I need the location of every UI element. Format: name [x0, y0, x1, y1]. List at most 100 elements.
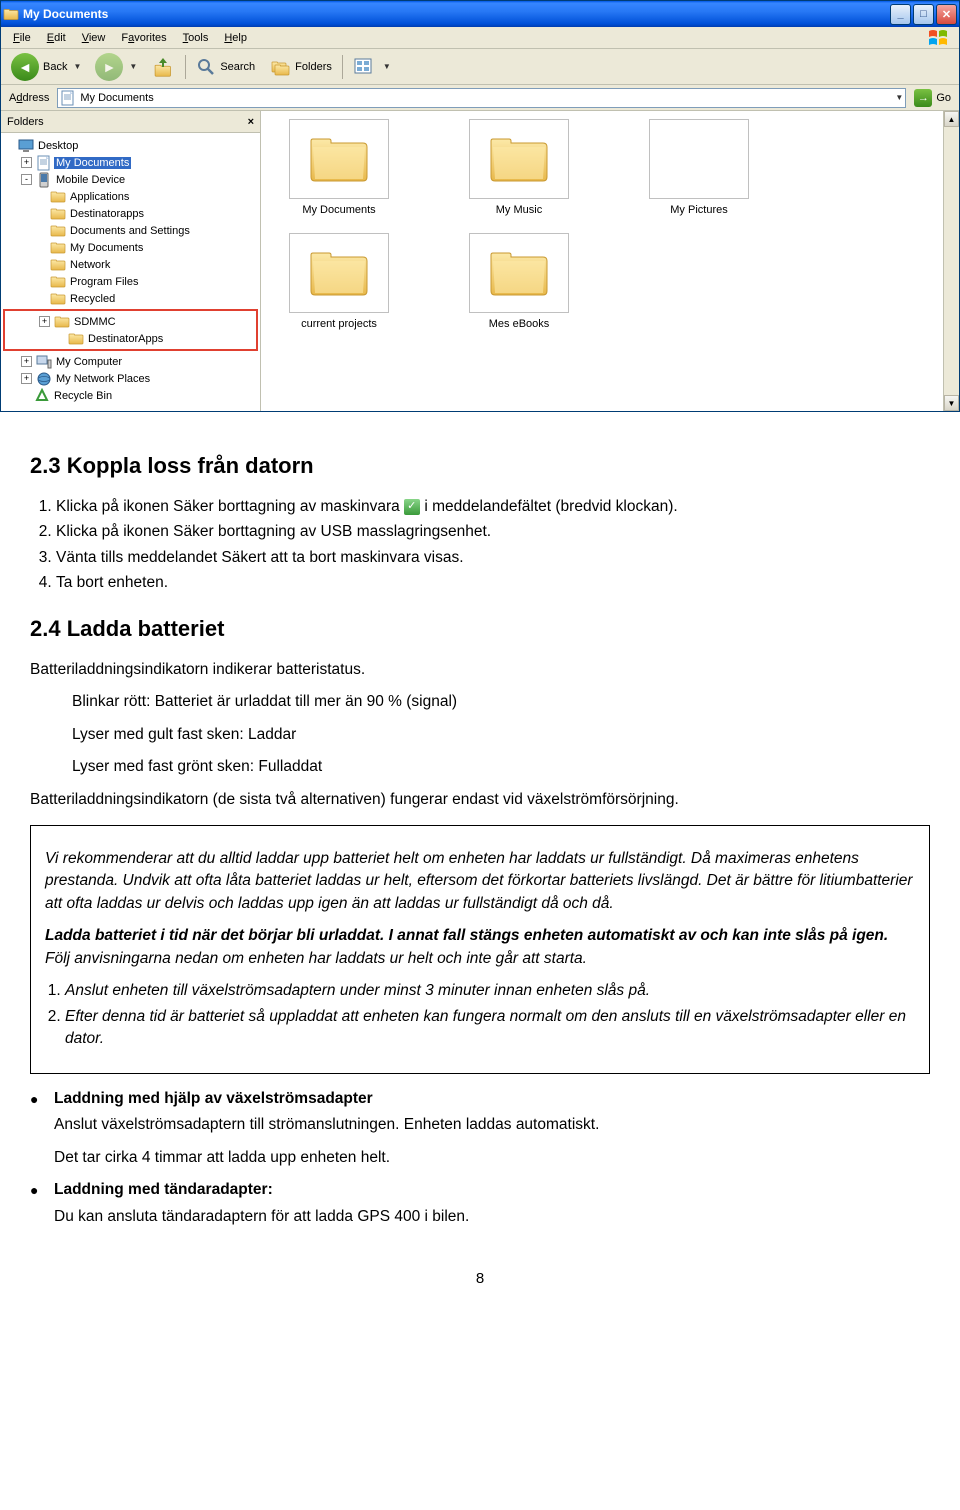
content-item[interactable]: Mes eBooks [449, 233, 589, 331]
tree-item[interactable]: +My Computer [3, 353, 258, 370]
close-panel-button[interactable]: × [248, 116, 254, 128]
chevron-down-icon: ▼ [383, 62, 391, 71]
tree-item[interactable]: Applications [3, 188, 258, 205]
folder-icon [54, 314, 70, 330]
go-button[interactable]: → Go [910, 89, 955, 107]
box-paragraph: Ladda batteriet i tid när det börjar bli… [45, 925, 915, 970]
tree-item[interactable]: +My Documents [3, 154, 258, 171]
tree-item[interactable]: -Mobile Device [3, 171, 258, 188]
views-button[interactable]: ▼ [347, 52, 397, 82]
scroll-down-icon[interactable]: ▼ [944, 395, 959, 411]
item-label: My Pictures [668, 203, 729, 217]
menu-favorites[interactable]: Favorites [113, 30, 174, 46]
item-label: Mes eBooks [487, 317, 552, 331]
folders-header: Folders × [1, 111, 260, 133]
steps-list-1: Klicka på ikonen Säker borttagning av ma… [30, 496, 930, 595]
battery-state: Lyser med fast grönt sken: Fulladdat [72, 756, 930, 778]
mydocs-icon [36, 155, 52, 171]
item-label: current projects [299, 317, 379, 331]
box-paragraph: Vi rekommenderar att du alltid laddar up… [45, 848, 915, 915]
device-icon [36, 172, 52, 188]
forward-icon: ► [95, 53, 123, 81]
chevron-down-icon[interactable]: ▼ [895, 93, 903, 102]
expand-toggle[interactable]: + [21, 373, 32, 384]
tree-item[interactable]: Recycled [3, 290, 258, 307]
tree-item[interactable]: Desktop [3, 137, 258, 154]
tree-item[interactable]: Destinatorapps [3, 205, 258, 222]
thumbnail [469, 119, 569, 199]
forward-button[interactable]: ► ▼ [89, 52, 143, 82]
tree-item[interactable]: +SDMMC [5, 313, 256, 330]
folder-icon [50, 240, 66, 256]
menu-edit[interactable]: Edit [39, 30, 74, 46]
folders-button[interactable]: Folders [263, 52, 338, 82]
folder-tree[interactable]: Desktop+My Documents-Mobile DeviceApplic… [1, 133, 260, 411]
content-item[interactable]: My Music [449, 119, 589, 217]
battery-intro: Batteriladdningsindikatorn indikerar bat… [30, 659, 930, 681]
battery-state: Lyser med gult fast sken: Laddar [72, 724, 930, 746]
toolbar: ◄ Back ▼ ► ▼ Search Fol [1, 49, 959, 85]
menu-view[interactable]: View [74, 30, 114, 46]
address-field[interactable]: My Documents ▼ [57, 88, 906, 108]
scrollbar[interactable]: ▲ ▼ [943, 111, 959, 411]
list-item: Klicka på ikonen Säker borttagning av US… [56, 521, 930, 543]
expand-toggle[interactable]: - [21, 174, 32, 185]
highlighted-items: +SDMMCDestinatorApps [3, 309, 258, 351]
content-item[interactable]: My Pictures [629, 119, 769, 217]
folder-icon [50, 189, 66, 205]
network-icon [36, 371, 52, 387]
mydocs-icon [60, 90, 76, 106]
folder-icon [50, 291, 66, 307]
expand-toggle[interactable]: + [21, 356, 32, 367]
tree-item[interactable]: Program Files [3, 273, 258, 290]
list-item: Laddning med hjälp av växelströmsadapter… [54, 1088, 930, 1169]
battery-note: Batteriladdningsindikatorn (de sista två… [30, 789, 930, 811]
tree-item[interactable]: Recycle Bin [3, 387, 258, 404]
back-button[interactable]: ◄ Back ▼ [5, 52, 87, 82]
content-panel[interactable]: My Documents My Music My Pictures current p… [261, 111, 943, 411]
heading-2-3: 2.3 Koppla loss från datorn [30, 450, 930, 482]
expand-toggle[interactable]: + [39, 316, 50, 327]
explorer-window: My Documents _ □ ✕ File Edit View Favori… [0, 0, 960, 412]
scroll-up-icon[interactable]: ▲ [944, 111, 959, 127]
chevron-down-icon: ▼ [73, 62, 81, 71]
tree-item[interactable]: Network [3, 256, 258, 273]
menu-tools[interactable]: Tools [175, 30, 217, 46]
close-button[interactable]: ✕ [936, 4, 957, 25]
content-item[interactable]: current projects [269, 233, 409, 331]
titlebar[interactable]: My Documents _ □ ✕ [1, 1, 959, 27]
menubar: File Edit View Favorites Tools Help [1, 27, 959, 49]
menu-help[interactable]: Help [216, 30, 255, 46]
info-box: Vi rekommenderar att du alltid laddar up… [30, 825, 930, 1074]
tree-item[interactable]: +My Network Places [3, 370, 258, 387]
up-icon [151, 55, 175, 79]
go-icon: → [914, 89, 932, 107]
tree-item[interactable]: Documents and Settings [3, 222, 258, 239]
expand-toggle[interactable]: + [21, 157, 32, 168]
address-value: My Documents [80, 92, 153, 104]
menu-file[interactable]: File [5, 30, 39, 46]
minimize-button[interactable]: _ [890, 4, 911, 25]
tree-item[interactable]: DestinatorApps [5, 330, 256, 347]
list-item: Ta bort enheten. [56, 572, 930, 594]
up-button[interactable] [145, 52, 181, 82]
address-label: Address [5, 92, 53, 104]
maximize-button[interactable]: □ [913, 4, 934, 25]
search-button[interactable]: Search [190, 52, 261, 82]
tree-item[interactable]: My Documents [3, 239, 258, 256]
chevron-down-icon: ▼ [129, 62, 137, 71]
back-icon: ◄ [11, 53, 39, 81]
folders-icon [269, 57, 291, 77]
thumbnail [289, 119, 389, 199]
thumbnail [289, 233, 389, 313]
list-item: Anslut enheten till växelströmsadaptern … [65, 980, 915, 1002]
heading-2-4: 2.4 Ladda batteriet [30, 613, 930, 645]
window-title: My Documents [23, 7, 890, 21]
list-item: Efter denna tid är batteriet så uppladda… [65, 1006, 915, 1051]
content-item[interactable]: My Documents [269, 119, 409, 217]
box-steps: Anslut enheten till växelströmsadaptern … [45, 980, 915, 1050]
folder-icon [50, 257, 66, 273]
list-item: Klicka på ikonen Säker borttagning av ma… [56, 496, 930, 518]
folder-icon [50, 206, 66, 222]
list-item: Laddning med tändaradapter: Du kan anslu… [54, 1179, 930, 1228]
